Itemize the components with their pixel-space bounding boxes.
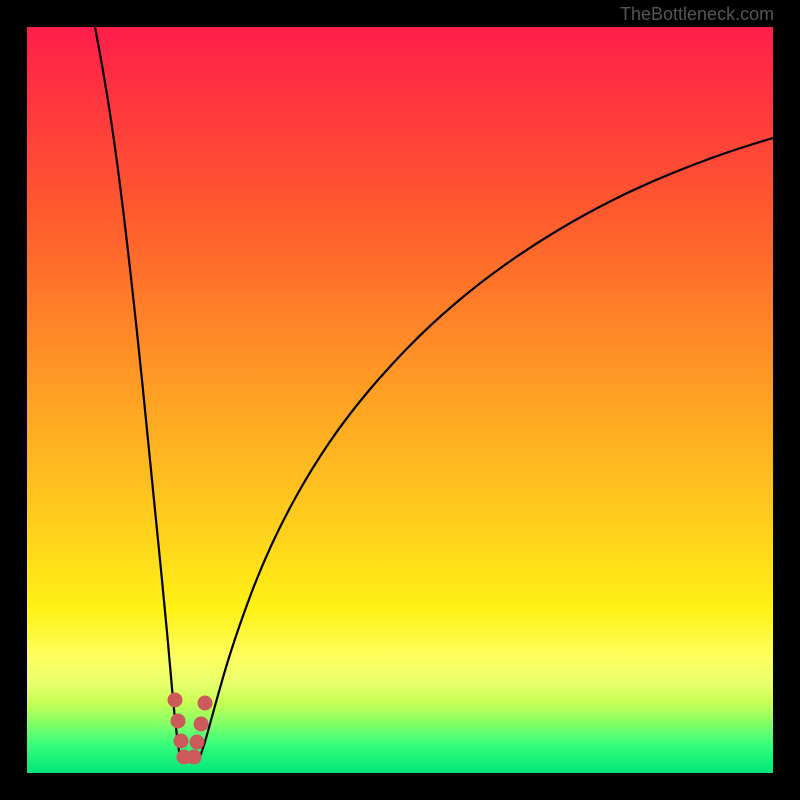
bottleneck-dot xyxy=(198,696,212,710)
bottleneck-curve-chart xyxy=(0,0,800,800)
bottleneck-dot xyxy=(174,734,188,748)
bottleneck-dot xyxy=(187,750,201,764)
chart-root: TheBottleneck.com xyxy=(0,0,800,800)
bottleneck-dot xyxy=(171,714,185,728)
bottleneck-dot xyxy=(190,735,204,749)
bottleneck-dot xyxy=(168,693,182,707)
bottleneck-dot xyxy=(194,717,208,731)
plot-background-gradient xyxy=(27,27,773,773)
watermark-text: TheBottleneck.com xyxy=(620,4,774,25)
